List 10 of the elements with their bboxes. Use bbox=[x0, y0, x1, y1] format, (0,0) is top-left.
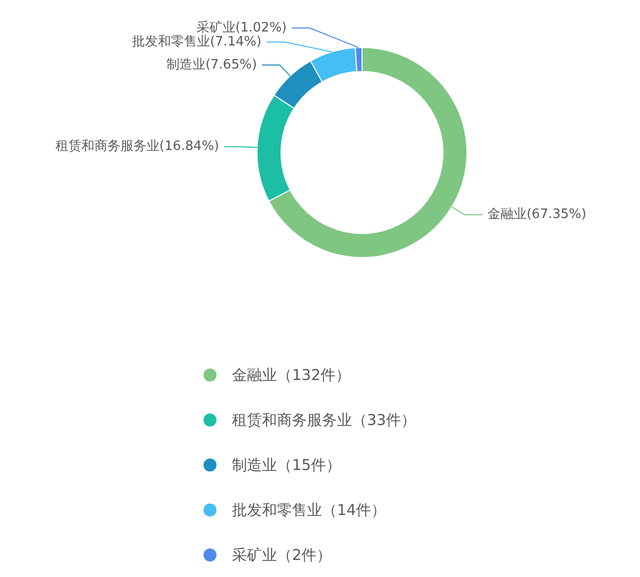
legend-label: 制造业（15件） bbox=[232, 456, 342, 474]
legend-label: 批发和零售业（14件） bbox=[232, 501, 386, 519]
legend-label: 采矿业（2件） bbox=[232, 546, 332, 564]
data-label: 租赁和商务服务业(16.84%) bbox=[55, 139, 220, 154]
data-label: 批发和零售业(7.14%) bbox=[132, 34, 262, 50]
data-label: 采矿业(1.02%) bbox=[196, 20, 287, 36]
data-label: 制造业(7.65%) bbox=[166, 57, 257, 72]
legend-label: 金融业（132件） bbox=[232, 366, 351, 384]
data-label: 金融业(67.35%) bbox=[488, 207, 586, 222]
legend-label: 租赁和商务服务业（33件） bbox=[232, 411, 416, 429]
